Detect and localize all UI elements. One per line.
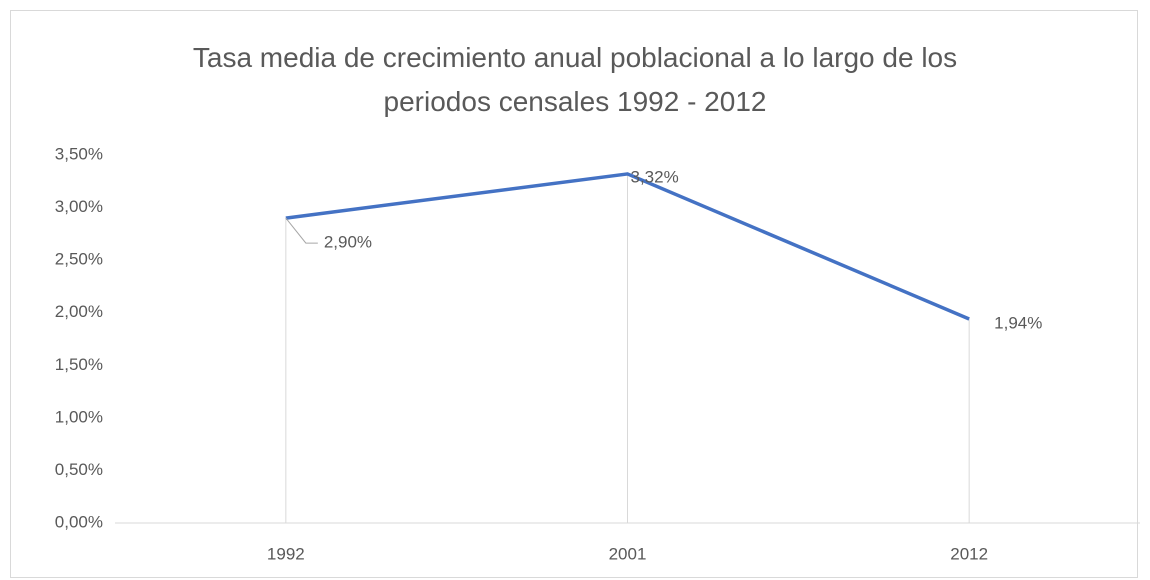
x-tick-label: 2001	[609, 544, 647, 563]
y-tick-label: 1,00%	[55, 407, 103, 426]
chart-border	[10, 10, 1138, 578]
series-line	[285, 172, 970, 321]
y-tick-label: 3,00%	[55, 197, 103, 216]
label-leader	[285, 217, 318, 244]
chart-title: Tasa media de crecimiento anual poblacio…	[192, 42, 958, 117]
data-label: 1,94%	[994, 314, 1042, 333]
y-tick-label: 0,00%	[55, 512, 103, 531]
x-tick-label: 2012	[950, 544, 988, 563]
data-label: 2,90%	[324, 233, 372, 252]
y-tick-label: 2,50%	[55, 250, 103, 269]
y-tick-label: 3,50%	[55, 144, 103, 163]
data-label: 3,32%	[631, 167, 679, 186]
x-tick-label: 1992	[267, 544, 305, 563]
y-tick-label: 0,50%	[55, 460, 103, 479]
y-tick-label: 1,50%	[55, 355, 103, 374]
y-tick-label: 2,00%	[55, 302, 103, 321]
